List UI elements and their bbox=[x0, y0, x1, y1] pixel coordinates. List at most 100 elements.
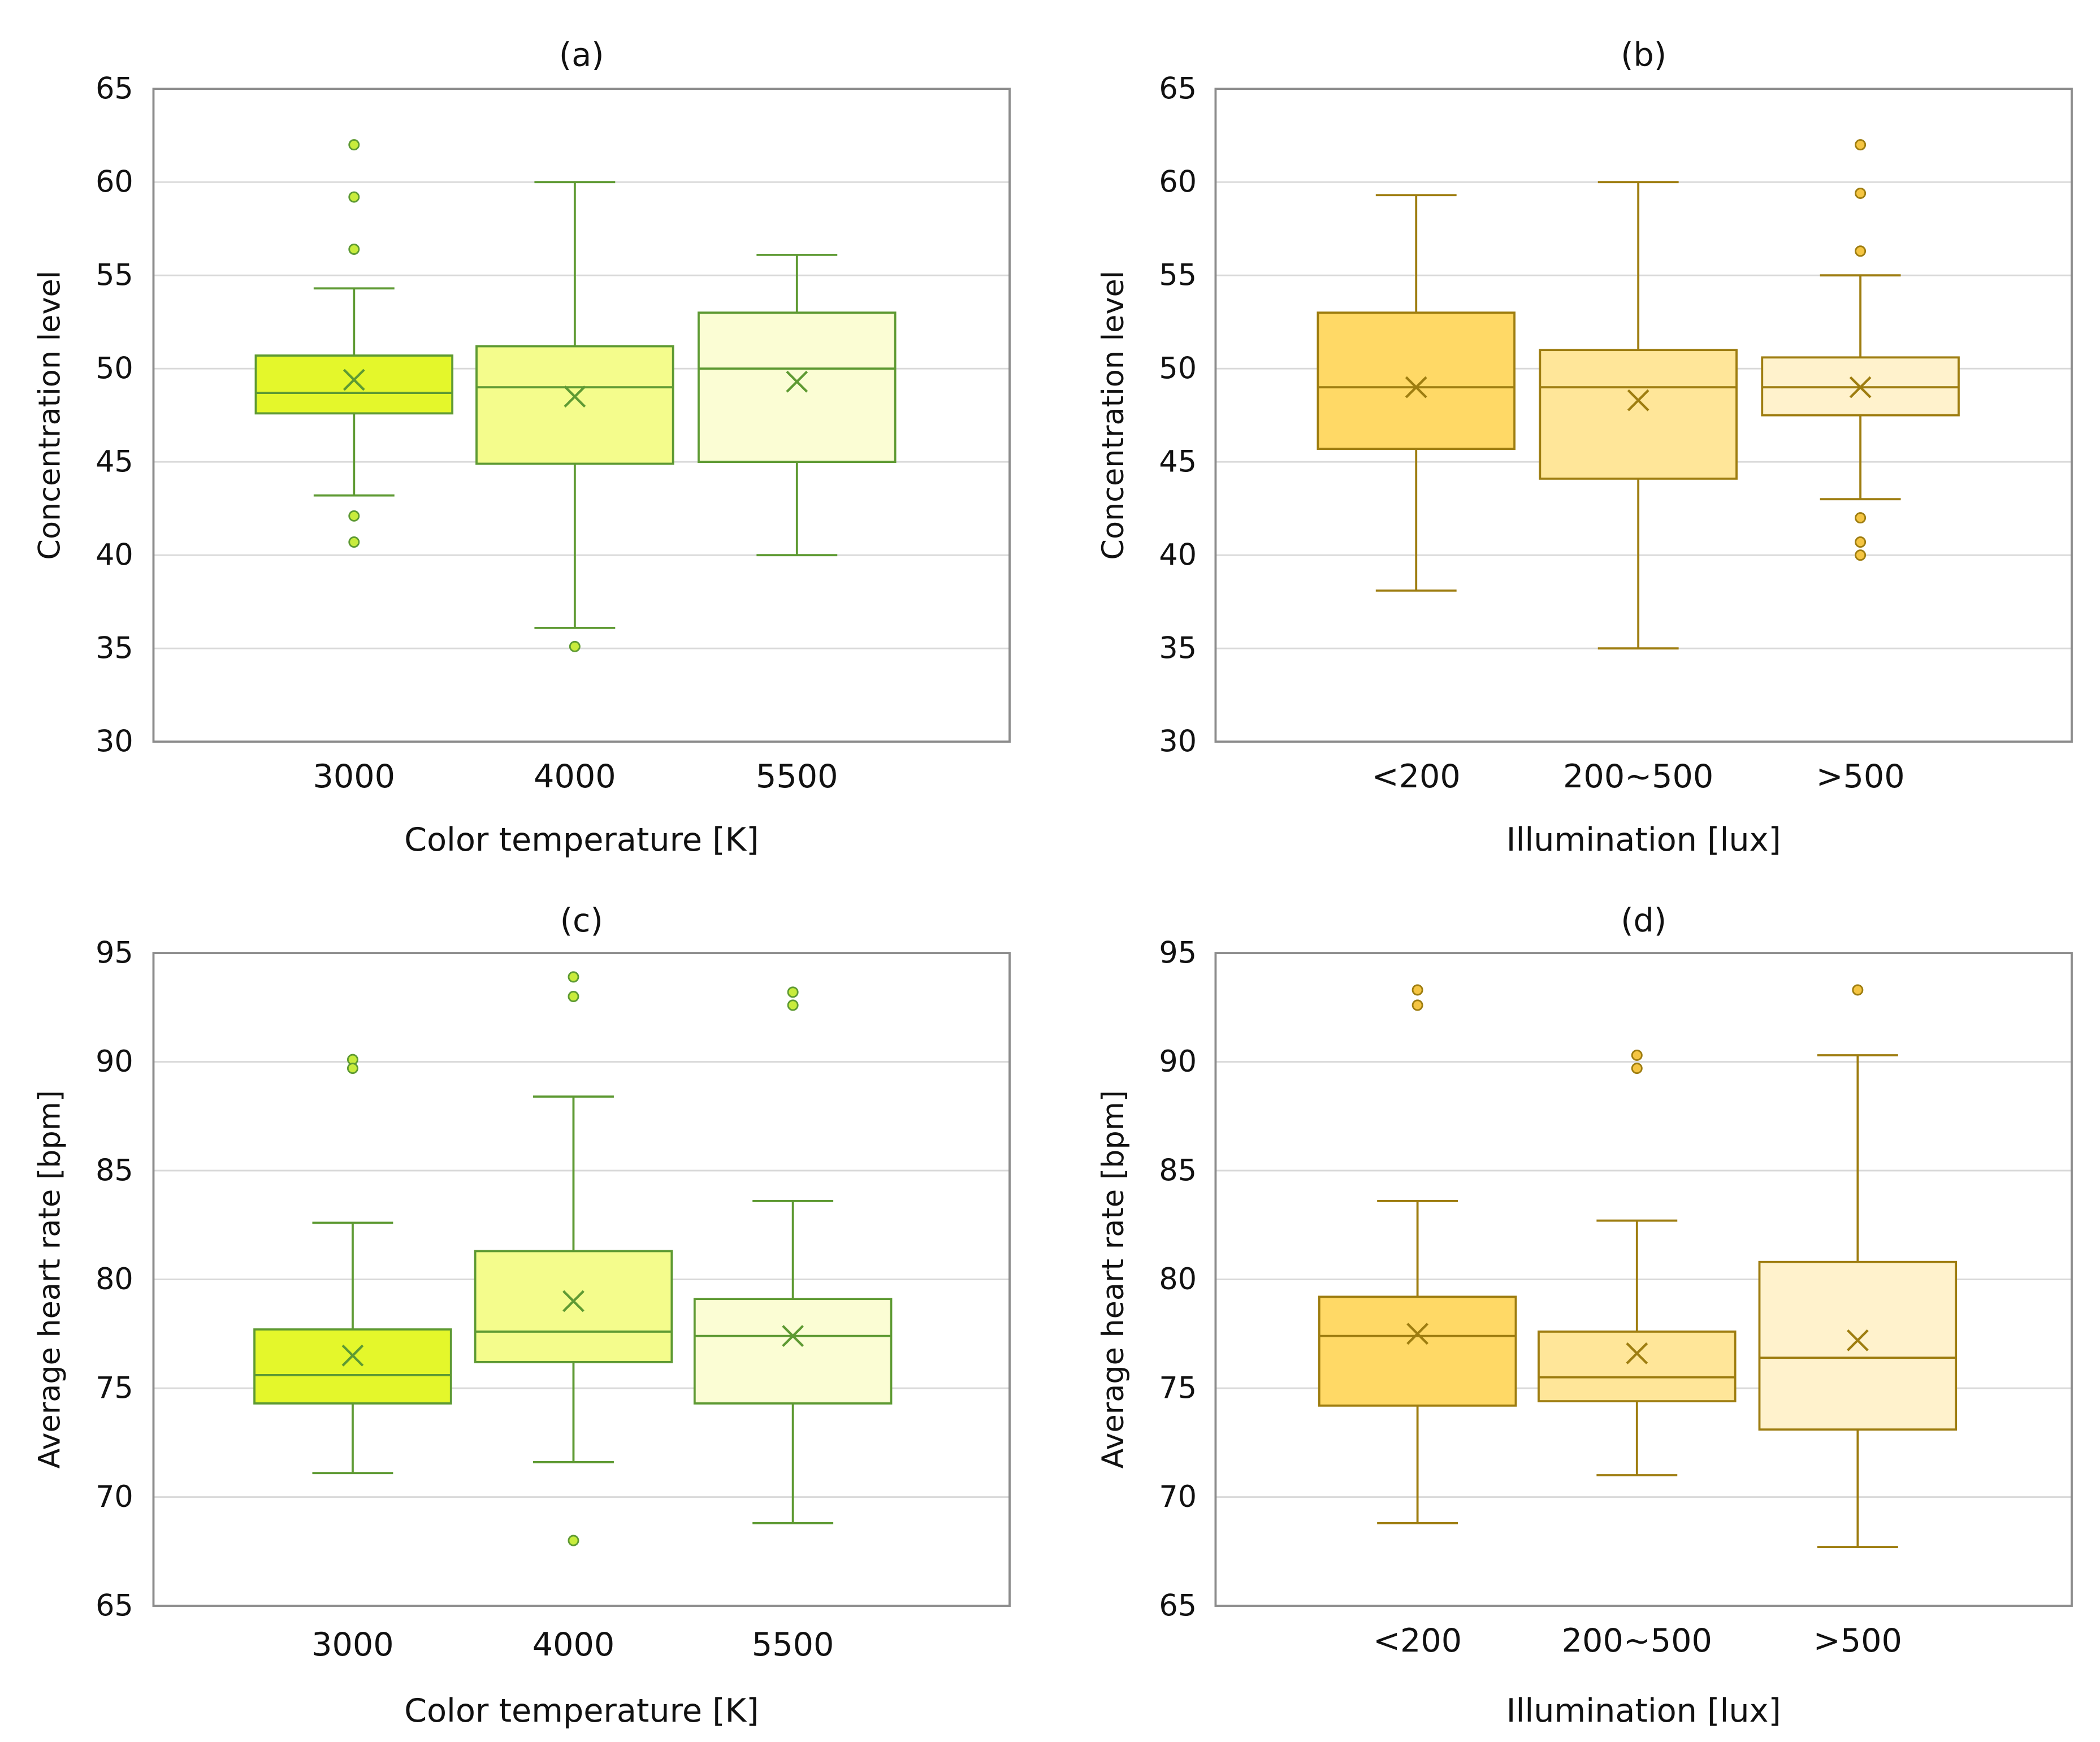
panel-a-category-label: 5500 bbox=[756, 758, 838, 795]
panel-a-ytick-label: 40 bbox=[96, 538, 133, 573]
outlier-point bbox=[348, 191, 360, 203]
panel-c-ytick-label: 65 bbox=[96, 1589, 133, 1623]
mean-marker bbox=[1846, 1329, 1869, 1351]
panel-d-title: (d) bbox=[1621, 902, 1666, 939]
iqr-box bbox=[475, 345, 674, 465]
panel-a-ytick-label: 65 bbox=[96, 72, 133, 106]
panel-d-box-2 bbox=[1758, 984, 1958, 1548]
iqr-box bbox=[253, 1328, 452, 1405]
panel-a-category-label: 3000 bbox=[313, 758, 396, 795]
panel-c-xlabel: Color temperature [K] bbox=[404, 1692, 759, 1730]
panel-d-ytick-label: 75 bbox=[1159, 1371, 1197, 1406]
outlier-point bbox=[348, 536, 360, 548]
panel-b-ytick-label: 30 bbox=[1159, 725, 1197, 759]
panel-b-ytick-label: 50 bbox=[1159, 352, 1197, 386]
panel-b-ytick-label: 55 bbox=[1159, 258, 1197, 293]
iqr-box bbox=[1317, 311, 1516, 450]
panel-c-ytick-label: 70 bbox=[96, 1480, 133, 1514]
panel-d-box-1 bbox=[1538, 1049, 1737, 1476]
panel-a-ytick-label: 30 bbox=[96, 725, 133, 759]
mean-marker bbox=[343, 369, 365, 391]
outlier-point bbox=[1855, 139, 1867, 151]
outlier-point bbox=[568, 1535, 579, 1546]
iqr-box bbox=[1538, 1331, 1737, 1403]
panel-a-title: (a) bbox=[559, 37, 604, 74]
iqr-box bbox=[1539, 349, 1738, 480]
panel-a-plot-border bbox=[152, 88, 1011, 743]
mean-marker bbox=[1405, 376, 1427, 398]
panel-c-ylabel: Average heart rate [bpm] bbox=[33, 1090, 67, 1469]
panel-d-category-label: >500 bbox=[1813, 1622, 1902, 1659]
panel-b-category-label: >500 bbox=[1816, 758, 1905, 795]
mean-marker bbox=[1627, 389, 1649, 411]
mean-marker bbox=[782, 1325, 804, 1347]
panel-d-box-0 bbox=[1318, 984, 1517, 1524]
panel-c-box-2 bbox=[693, 986, 893, 1524]
panel-c-ytick-label: 95 bbox=[96, 936, 133, 970]
outlier-point bbox=[1855, 187, 1867, 199]
panel-c-ytick-label: 90 bbox=[96, 1045, 133, 1079]
panel-a-ytick-label: 60 bbox=[96, 165, 133, 200]
iqr-box bbox=[474, 1250, 673, 1363]
panel-c-category-label: 5500 bbox=[752, 1626, 834, 1663]
outlier-point bbox=[1855, 549, 1867, 561]
panel-b-plot-border bbox=[1214, 88, 2073, 743]
panel-d-category-label: <200 bbox=[1373, 1622, 1462, 1659]
outlier-point bbox=[569, 640, 581, 652]
outlier-point bbox=[348, 243, 360, 255]
mean-marker bbox=[1406, 1323, 1429, 1345]
panel-c-box-0 bbox=[253, 1054, 452, 1475]
outlier-point bbox=[568, 991, 579, 1003]
panel-a-xlabel: Color temperature [K] bbox=[404, 821, 759, 859]
panel-d: 65 70 75 80 85 90 95 <200 200~500 >500 (d) Averag… bbox=[1096, 902, 2073, 1730]
outlier-point bbox=[1855, 512, 1867, 524]
panel-b-category-label: 200~500 bbox=[1563, 758, 1713, 795]
panel-d-ytick-label: 80 bbox=[1159, 1262, 1197, 1297]
panel-a-ytick-label: 50 bbox=[96, 352, 133, 386]
panel-b-category-label: <200 bbox=[1372, 758, 1461, 795]
panel-b-ytick-label: 35 bbox=[1159, 631, 1197, 666]
panel-b-box-0 bbox=[1317, 194, 1516, 592]
panel-b-ytick-label: 65 bbox=[1159, 72, 1197, 106]
panel-d-plot-border bbox=[1214, 952, 2073, 1607]
panel-d-ytick-label: 90 bbox=[1159, 1045, 1197, 1079]
panel-d-ytick-label: 85 bbox=[1159, 1154, 1197, 1188]
iqr-box bbox=[693, 1298, 893, 1405]
panel-c-box-1 bbox=[474, 971, 673, 1546]
panel-d-ytick-label: 65 bbox=[1159, 1589, 1197, 1623]
panel-a-box-2 bbox=[698, 253, 897, 557]
panel-d-ylabel: Average heart rate [bpm] bbox=[1096, 1090, 1131, 1469]
outlier-point bbox=[787, 986, 799, 998]
iqr-box bbox=[254, 354, 454, 415]
panel-c-ytick-label: 80 bbox=[96, 1262, 133, 1297]
panel-a-ylabel: Concentration level bbox=[33, 271, 67, 560]
panel-b-xlabel: Illumination [lux] bbox=[1506, 821, 1781, 859]
outlier-point bbox=[1855, 245, 1867, 257]
mean-marker bbox=[1849, 376, 1872, 398]
panel-d-ytick-label: 70 bbox=[1159, 1480, 1197, 1514]
outlier-point bbox=[1631, 1063, 1643, 1074]
outlier-point bbox=[1411, 984, 1423, 996]
panel-a-ytick-label: 55 bbox=[96, 258, 133, 293]
outlier-point bbox=[348, 139, 360, 151]
panel-c-title: (c) bbox=[560, 902, 603, 939]
iqr-box bbox=[698, 311, 897, 463]
outlier-point bbox=[347, 1063, 358, 1074]
panel-d-ytick-label: 95 bbox=[1159, 936, 1197, 970]
panel-a-ytick-label: 45 bbox=[96, 445, 133, 479]
iqr-box bbox=[1318, 1295, 1517, 1407]
panel-b: 30 35 40 45 50 55 60 65 <200 200~500 >500 (b) Conc… bbox=[1096, 37, 2073, 859]
panel-d-category-label: 200~500 bbox=[1562, 1622, 1712, 1659]
panel-b-title: (b) bbox=[1621, 37, 1666, 74]
mean-marker bbox=[562, 1290, 584, 1312]
panel-c-ytick-label: 85 bbox=[96, 1154, 133, 1188]
panel-b-box-2 bbox=[1761, 139, 1960, 561]
outlier-point bbox=[787, 999, 799, 1011]
outlier-point bbox=[1631, 1049, 1643, 1061]
mean-marker bbox=[564, 385, 586, 408]
iqr-box bbox=[1758, 1260, 1958, 1431]
panel-a-ytick-label: 35 bbox=[96, 631, 133, 666]
panel-c-ytick-label: 75 bbox=[96, 1371, 133, 1406]
outlier-point bbox=[1852, 984, 1864, 996]
